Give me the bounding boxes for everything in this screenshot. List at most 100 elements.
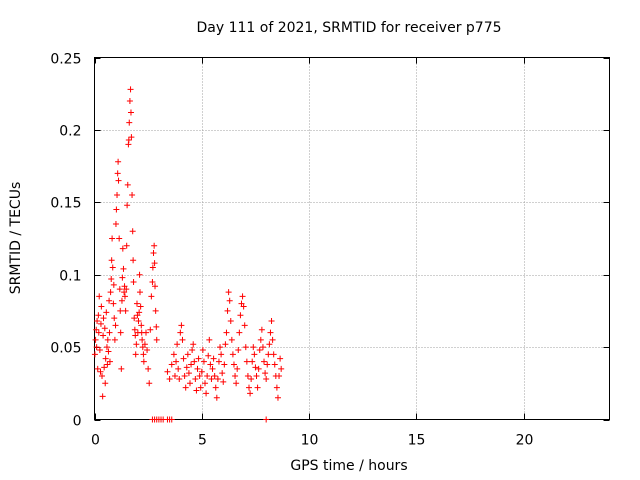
data-point bbox=[145, 365, 152, 372]
data-point bbox=[166, 375, 173, 382]
data-point bbox=[264, 361, 271, 368]
data-point bbox=[99, 373, 106, 380]
data-point bbox=[270, 351, 277, 358]
data-point bbox=[112, 322, 119, 329]
data-point bbox=[273, 384, 280, 391]
data-point bbox=[132, 351, 139, 358]
y-tick-label: 0.25 bbox=[50, 52, 81, 68]
data-point bbox=[129, 192, 136, 199]
data-point bbox=[126, 97, 133, 104]
y-tick-label: 0.15 bbox=[50, 196, 81, 212]
data-point bbox=[191, 358, 198, 365]
data-point bbox=[253, 373, 260, 380]
data-point bbox=[267, 329, 274, 336]
data-point bbox=[115, 177, 122, 184]
data-point bbox=[114, 170, 121, 177]
data-point bbox=[108, 257, 115, 264]
data-point bbox=[185, 370, 192, 377]
data-point bbox=[149, 278, 156, 285]
data-point bbox=[168, 416, 175, 423]
data-point bbox=[93, 326, 100, 333]
data-point bbox=[97, 368, 104, 375]
data-point bbox=[96, 346, 103, 353]
data-point bbox=[121, 293, 128, 300]
data-point bbox=[241, 322, 248, 329]
data-point bbox=[183, 364, 190, 371]
data-point bbox=[123, 242, 130, 249]
data-point bbox=[104, 361, 111, 368]
data-point bbox=[203, 390, 210, 397]
data-point bbox=[210, 355, 217, 362]
data-point bbox=[217, 344, 224, 351]
data-point bbox=[248, 375, 255, 382]
data-point bbox=[100, 315, 107, 322]
data-point bbox=[274, 394, 281, 401]
data-point bbox=[164, 368, 171, 375]
data-point bbox=[103, 309, 110, 316]
data-point bbox=[130, 278, 137, 285]
data-point bbox=[235, 346, 242, 353]
data-point bbox=[129, 228, 136, 235]
data-point bbox=[109, 264, 116, 271]
data-point bbox=[101, 364, 108, 371]
data-point bbox=[140, 358, 147, 365]
data-point bbox=[126, 119, 133, 126]
data-point bbox=[244, 373, 251, 380]
data-point bbox=[184, 351, 191, 358]
data-point bbox=[108, 276, 115, 283]
data-point bbox=[136, 271, 143, 278]
data-point bbox=[170, 351, 177, 358]
data-point bbox=[254, 384, 261, 391]
data-point bbox=[243, 358, 250, 365]
data-point bbox=[109, 235, 116, 242]
data-point bbox=[259, 344, 266, 351]
y-tick-label: 0.1 bbox=[59, 269, 81, 285]
data-point bbox=[110, 281, 117, 288]
data-point bbox=[225, 289, 232, 296]
data-point bbox=[194, 365, 201, 372]
data-point bbox=[96, 293, 103, 300]
data-point bbox=[237, 312, 244, 319]
data-point bbox=[144, 346, 151, 353]
data-point bbox=[100, 332, 107, 339]
data-point bbox=[118, 297, 125, 304]
data-point bbox=[261, 358, 268, 365]
data-point bbox=[116, 235, 123, 242]
data-point bbox=[175, 365, 182, 372]
data-point bbox=[262, 370, 269, 377]
data-point bbox=[168, 361, 175, 368]
data-point bbox=[271, 361, 278, 368]
data-point bbox=[246, 384, 252, 391]
data-point bbox=[140, 351, 147, 358]
data-point bbox=[268, 318, 275, 325]
data-point bbox=[107, 289, 114, 296]
data-point bbox=[176, 375, 183, 382]
data-point bbox=[149, 264, 156, 271]
data-point bbox=[111, 315, 118, 322]
data-point bbox=[222, 341, 229, 348]
data-point bbox=[232, 373, 239, 380]
data-point bbox=[104, 336, 111, 343]
data-point bbox=[223, 329, 230, 336]
data-point bbox=[114, 192, 121, 199]
data-point bbox=[180, 355, 187, 362]
data-point bbox=[173, 358, 180, 365]
x-tick-label: 10 bbox=[301, 433, 319, 449]
data-point bbox=[215, 358, 222, 365]
data-point bbox=[171, 373, 178, 380]
data-point bbox=[133, 341, 140, 348]
data-point bbox=[182, 384, 189, 391]
data-point bbox=[136, 309, 143, 316]
data-point bbox=[130, 257, 137, 264]
data-point bbox=[195, 355, 202, 362]
data-point bbox=[143, 329, 149, 336]
data-point bbox=[97, 320, 104, 327]
data-point bbox=[141, 341, 148, 348]
data-point bbox=[137, 303, 144, 310]
x-tick-label: 15 bbox=[408, 433, 426, 449]
data-point bbox=[200, 358, 207, 365]
x-tick-label: 20 bbox=[516, 433, 534, 449]
data-point bbox=[278, 365, 285, 372]
data-point bbox=[189, 346, 196, 353]
